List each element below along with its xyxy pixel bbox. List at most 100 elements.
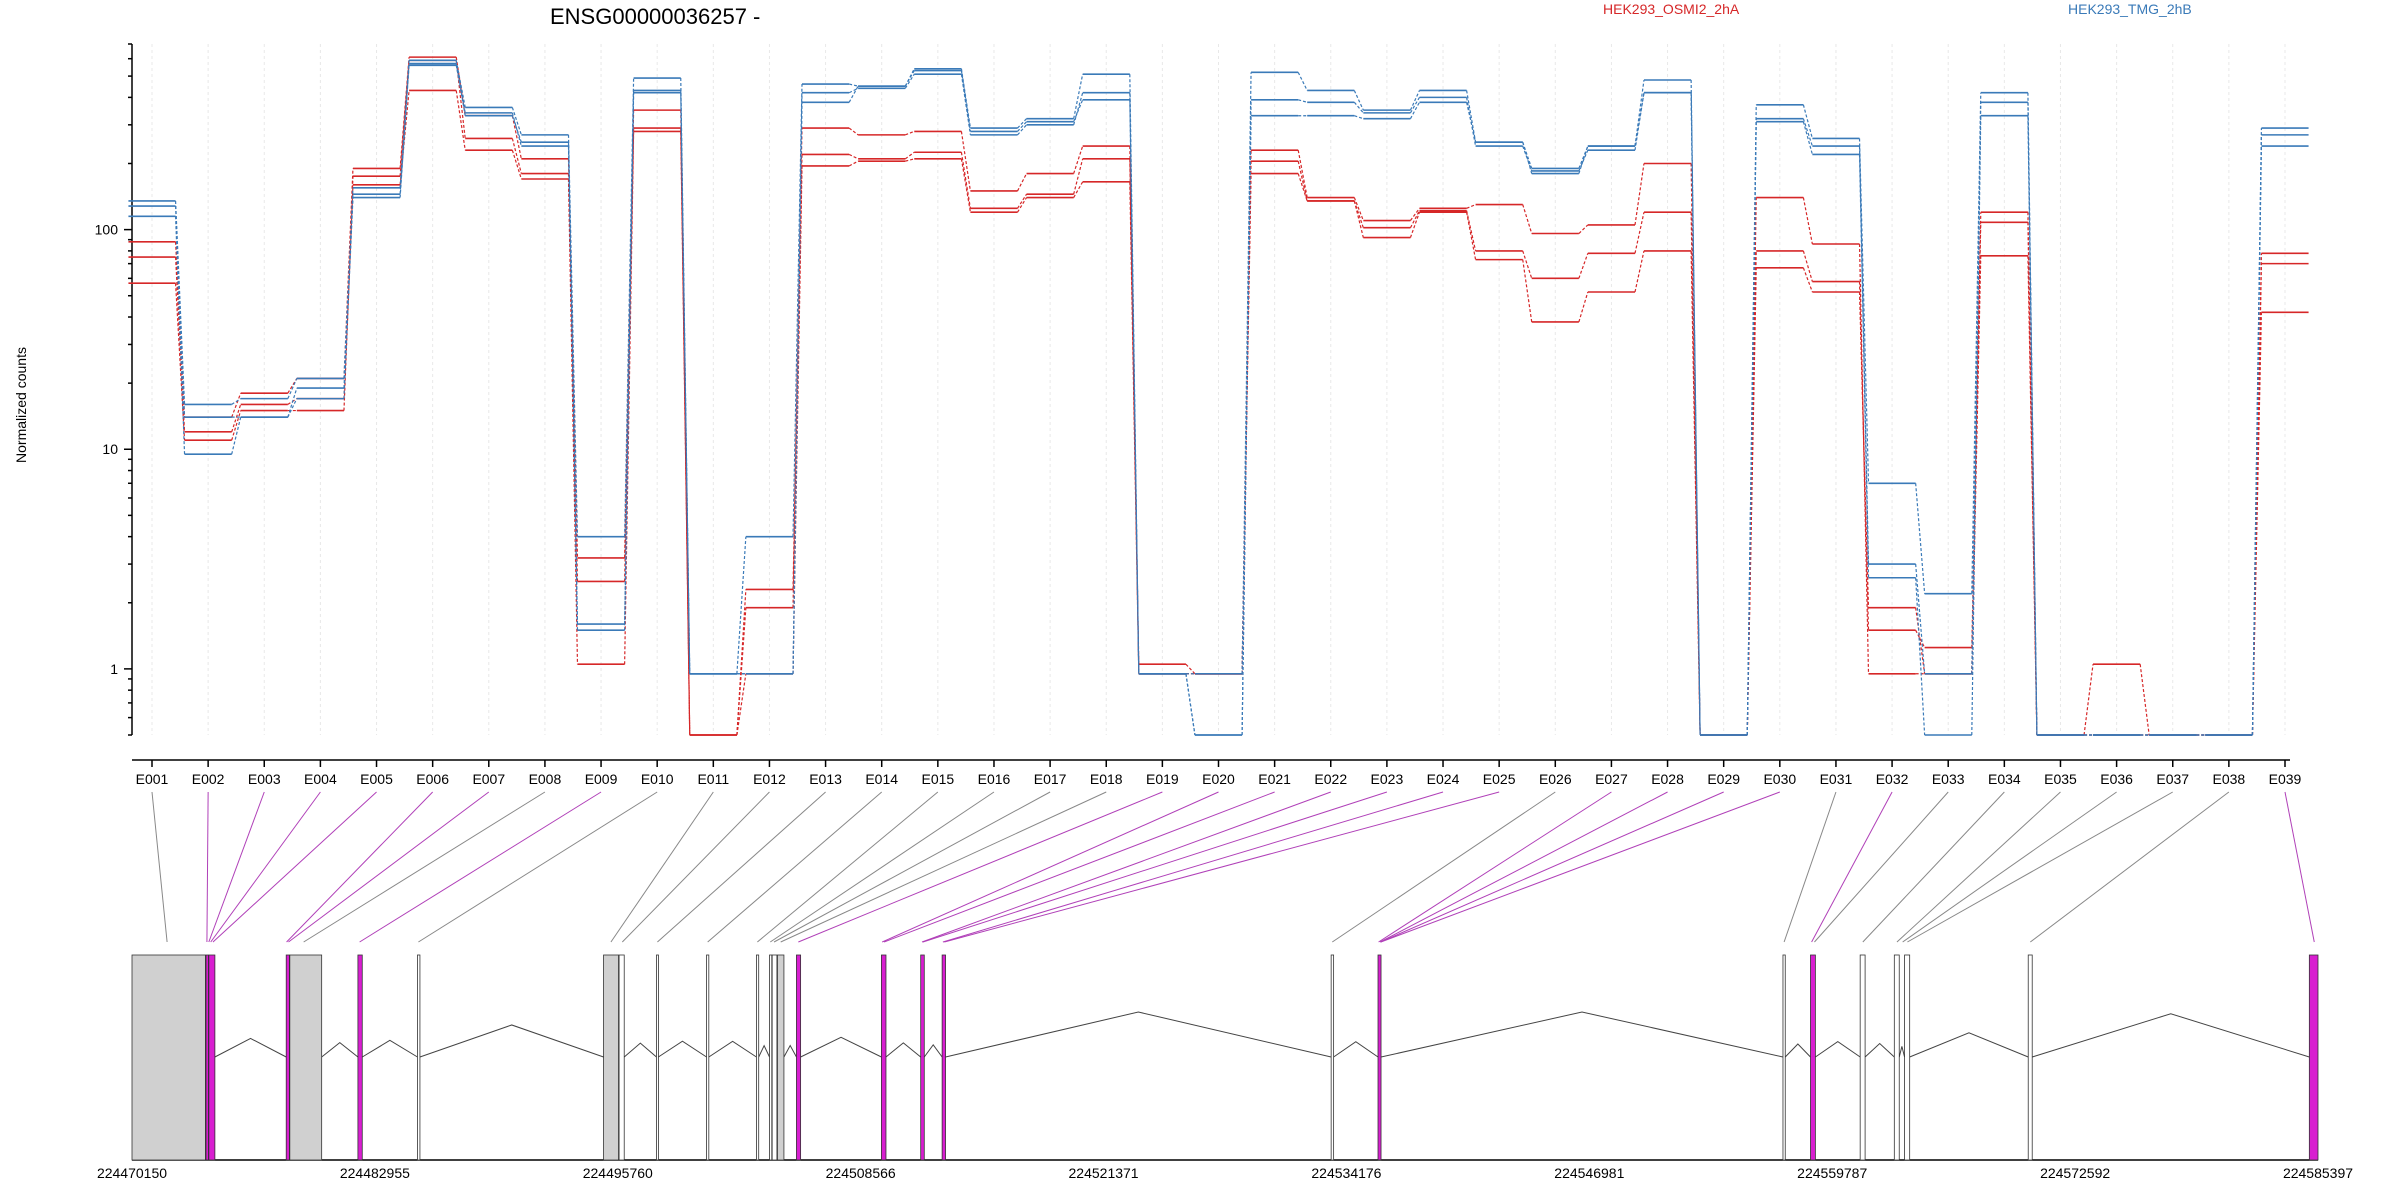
exon-connector <box>780 791 1107 943</box>
exon-connector <box>212 791 377 943</box>
exon-label-e011: E011 <box>697 771 729 787</box>
exon-block <box>796 954 802 1161</box>
series-transition <box>511 138 522 174</box>
series-transition <box>1634 250 1645 293</box>
series-transition <box>1802 104 1813 139</box>
legend-entry-tmg: HEK293_TMG_2hB <box>2068 1 2192 17</box>
exon-label-e018: E018 <box>1090 771 1123 787</box>
series-transition <box>1297 150 1308 198</box>
series-transition <box>792 102 803 674</box>
exon-block <box>656 954 659 1161</box>
exon-connector <box>2030 791 2230 943</box>
y-axis: 1 10 100 <box>95 43 133 736</box>
exon-label-e012: E012 <box>753 771 786 787</box>
series-transition <box>960 152 971 209</box>
exon-block <box>769 954 773 1161</box>
exon-label-e029: E029 <box>1707 771 1740 787</box>
intron-link <box>658 1040 707 1058</box>
series-transition <box>511 149 522 180</box>
exon-label-e003: E003 <box>248 771 281 787</box>
series-transition <box>1353 200 1364 228</box>
chart-title: ENSG00000036257 - <box>550 4 760 29</box>
series-transition <box>1690 250 1701 736</box>
intron-link <box>214 1037 287 1058</box>
series-transition <box>174 257 186 432</box>
exon-block <box>1782 954 1786 1161</box>
intron-link <box>321 1042 359 1058</box>
series-transition <box>848 160 859 167</box>
exon-block <box>1904 954 1911 1161</box>
series-transition <box>1690 92 1701 736</box>
exon-label-e033: E033 <box>1932 771 1965 787</box>
exon-connector <box>769 791 995 943</box>
series-transition <box>849 83 859 87</box>
series-transition <box>1578 149 1589 172</box>
series-transition <box>905 158 915 162</box>
series-transition <box>680 90 691 674</box>
y-tick-label: 10 <box>102 441 118 457</box>
intron-link <box>885 1042 922 1058</box>
series-transition <box>960 158 971 213</box>
genomic-tick-label: 224470150 <box>97 1165 167 1181</box>
exon-block <box>1377 954 1382 1161</box>
exon-connector <box>1380 791 1780 943</box>
intron-link <box>1784 1043 1811 1058</box>
exon-label-e013: E013 <box>809 771 842 787</box>
series-transition <box>1353 101 1364 114</box>
exon-block <box>131 954 206 1161</box>
intron-link <box>419 1024 604 1058</box>
series-transition <box>1017 173 1028 192</box>
series-transition <box>174 241 186 418</box>
series-transition <box>1466 90 1477 143</box>
series-transition <box>848 153 859 160</box>
series-transition <box>1802 267 1813 293</box>
exon-connector <box>757 791 939 943</box>
exon-block <box>357 954 363 1161</box>
exon-label-e027: E027 <box>1595 771 1628 787</box>
exon-block <box>941 954 946 1161</box>
series-transition <box>1353 197 1364 221</box>
exon-label-e024: E024 <box>1427 771 1460 787</box>
series-transition <box>904 73 915 89</box>
gridlines <box>151 44 2286 735</box>
exon-connector <box>922 791 1388 943</box>
series-transition <box>736 607 747 736</box>
exon-connector-layer <box>151 791 2315 943</box>
exon-label-e039: E039 <box>2269 771 2302 787</box>
series-transition <box>1409 90 1420 111</box>
series-transition <box>1017 197 1028 213</box>
series-transition <box>1017 118 1027 129</box>
series-transition <box>1578 224 1589 234</box>
series-transition <box>1634 212 1645 254</box>
exon-connector <box>883 791 1275 943</box>
intron-link <box>923 1044 943 1058</box>
exon-label-e002: E002 <box>192 771 225 787</box>
series-transition <box>624 131 635 665</box>
series-transition <box>1858 154 1870 578</box>
series-transition <box>1522 204 1533 234</box>
series-transition <box>1409 212 1421 238</box>
series-transition <box>624 92 635 631</box>
genomic-coordinate-axis: 224470150 224482955 224495760 224508566 2245… <box>97 1165 2353 1181</box>
series-transition <box>399 57 410 169</box>
exon-connector <box>1814 791 1949 943</box>
genomic-tick-label: 224495760 <box>583 1165 653 1181</box>
series-transition <box>231 404 242 433</box>
series-transition <box>231 392 242 418</box>
series-transition <box>1017 193 1028 209</box>
series-transition <box>1746 121 1757 736</box>
series-transition <box>904 70 915 87</box>
exon-connector <box>1379 791 1668 943</box>
exon-connector <box>288 791 490 943</box>
exon-label-e025: E025 <box>1483 771 1516 787</box>
exon-connector <box>1902 791 2117 943</box>
genomic-tick-label: 224559787 <box>1797 1165 1867 1181</box>
series-transition <box>287 378 298 399</box>
exon-label-e020: E020 <box>1202 771 1235 787</box>
exon-connector <box>151 791 168 943</box>
exon-connector <box>303 791 546 943</box>
exon-connector <box>1332 791 1556 943</box>
series-transition <box>1858 138 1870 484</box>
exon-connector <box>1378 791 1612 943</box>
